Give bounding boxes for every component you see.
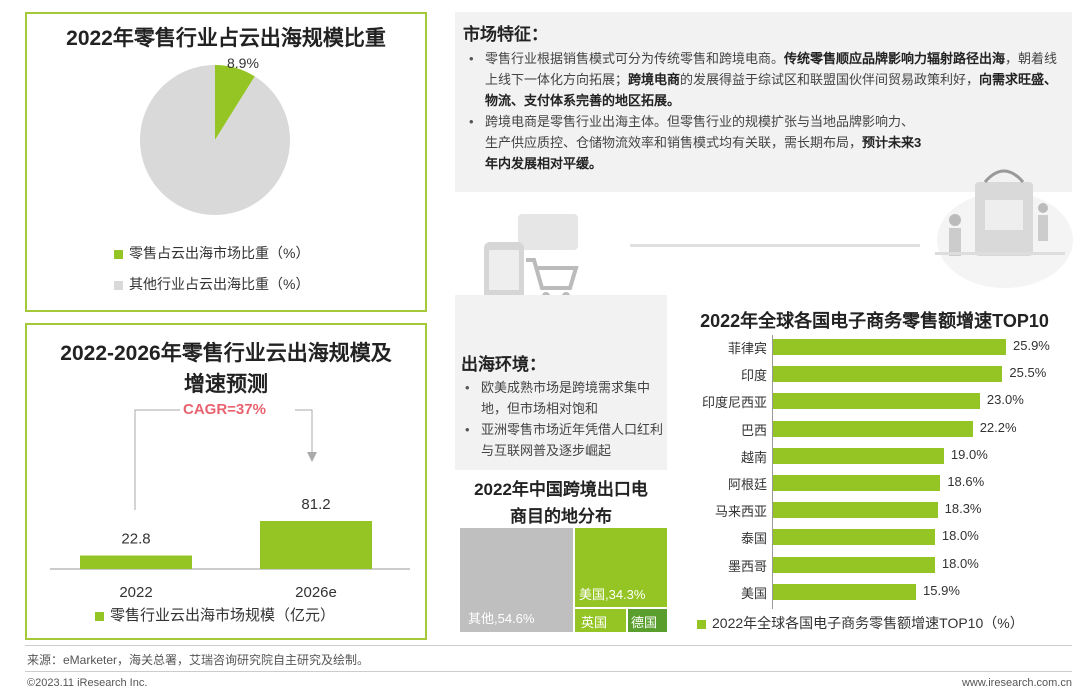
- bar-category-label: 2022: [119, 584, 152, 600]
- bar-category-label: 2026e: [295, 584, 337, 600]
- top10-bar: [773, 366, 1003, 383]
- top10-category-label: 美国: [740, 585, 767, 601]
- top10-title: 2022年全球各国电子商务零售额增速TOP10: [700, 311, 1049, 331]
- bar-legend-label: 零售行业云出海市场规模（亿元）: [110, 607, 336, 624]
- treemap-label-other: 其他,54.6%: [468, 611, 535, 626]
- top10-value-label: 22.2%: [979, 419, 1017, 435]
- footer-source: 来源：eMarketer，海关总署，艾瑞咨询研究院自主研究及绘制。: [27, 653, 370, 667]
- top10-category-label: 墨西哥: [727, 558, 767, 574]
- top10-category-label: 马来西亚: [714, 504, 767, 520]
- legend-swatch-green: [114, 249, 123, 259]
- footer-copyright: ©2023.11 iResearch Inc.: [27, 677, 148, 689]
- bar-value-label: 81.2: [301, 496, 330, 513]
- top10-value-label: 25.5%: [1009, 365, 1047, 381]
- legend-swatch-gray: [114, 280, 123, 290]
- bar-title-line1: 2022-2026年零售行业云出海规模及: [60, 342, 392, 365]
- top10-value-label: 25.9%: [1013, 338, 1050, 353]
- top10-value-label: 18.3%: [944, 501, 982, 517]
- cagr-label: CAGR=37%: [183, 401, 266, 418]
- pie-slice-1: [215, 65, 255, 140]
- treemap-cell-other: 其他,54.6%: [460, 528, 573, 632]
- cagr-arrow: [134, 409, 317, 510]
- top10-bar: [773, 475, 941, 491]
- bar-chart: 22.8 2022 81.2 2026e: [50, 496, 410, 600]
- top10-bar: [773, 339, 1006, 355]
- treemap-label-uk: 英国: [581, 615, 608, 630]
- pie-slice-2: [140, 65, 291, 215]
- top10-bar: [773, 447, 944, 464]
- top10-legend: 2022年全球各国电子商务零售额增速TOP10（%）: [697, 613, 1024, 633]
- bar-value-label: 22.8: [121, 531, 150, 548]
- market-list: 零售行业根据销售模式可分为传统零售和跨境电商。传统零售顺应品牌影响力辐射路径出海…: [463, 48, 1063, 174]
- bar-legend: 零售行业云出海市场规模（亿元）: [95, 604, 335, 625]
- top10-category-label: 印度: [740, 368, 767, 384]
- top10-bar: [773, 583, 917, 600]
- top10-value-label: 18.6%: [947, 474, 985, 489]
- bar-title-line2: 增速预测: [184, 373, 268, 396]
- top10-bar: [773, 529, 935, 546]
- treemap-cell-de: 德国: [628, 609, 667, 632]
- footer-bottom-divider: [25, 671, 1072, 672]
- treemap-cell-uk: 英国: [575, 609, 626, 632]
- bar-2026e: [260, 521, 372, 569]
- market-heading: 市场特征：: [463, 25, 548, 44]
- market-item-1: 零售行业根据销售模式可分为传统零售和跨境电商。传统零售顺应品牌影响力辐射路径出海…: [463, 48, 1063, 111]
- phone-cart-illustration: [484, 214, 579, 300]
- treemap-title-line1: 2022年中国跨境出口电: [474, 480, 648, 499]
- pie-title: 2022年零售行业占云出海规模比重: [66, 27, 386, 50]
- treemap-cell-us: 美国,34.3%: [575, 528, 667, 607]
- top10-legend-label: 2022年全球各国电子商务零售额增速TOP10（%）: [712, 615, 1024, 631]
- top10-bar: [773, 420, 973, 437]
- pie-slice-label: 8.9%: [227, 55, 259, 71]
- top10-category-label: 泰国: [740, 531, 767, 547]
- top10-category-label: 巴西: [740, 422, 767, 438]
- bar-panel: [25, 323, 427, 640]
- top10-bar: [773, 556, 935, 573]
- top10-category-label: 菲律宾: [727, 341, 767, 356]
- pie-legend-1: 零售占云出海市场比重（%）: [114, 243, 309, 263]
- env-heading: 出海环境：: [461, 355, 546, 374]
- pie-legend-2-label: 其他行业占云出海比重（%）: [129, 276, 310, 292]
- top10-category-label: 阿根廷: [727, 477, 767, 492]
- treemap-label-de: 德国: [631, 615, 658, 630]
- top10-category-label: 越南: [740, 449, 767, 465]
- legend-swatch-green: [697, 619, 706, 629]
- footer-url: www.iresearch.com.cn: [961, 677, 1072, 689]
- pie-legend-2: 其他行业占云出海比重（%）: [114, 274, 309, 294]
- top10-bar: [773, 502, 938, 519]
- pie-legend-1-label: 零售占云出海市场比重（%）: [129, 245, 310, 261]
- bar-2022: [80, 555, 192, 569]
- top10-value-label: 15.9%: [923, 582, 960, 598]
- treemap-label-us: 美国,34.3%: [579, 587, 646, 602]
- top10-axis: [772, 335, 773, 609]
- market-item-2: 跨境电商是零售行业出海主体。但零售行业的规模扩张与当地品牌影响力、生产供应质控、…: [463, 111, 925, 174]
- env-item-1: 欧美成熟市场是跨境需求集中地，但市场相对饱和: [459, 377, 664, 419]
- pie-chart: [140, 65, 291, 215]
- top10-category-label: 印度尼西亚: [701, 395, 767, 411]
- env-list: 欧美成熟市场是跨境需求集中地，但市场相对饱和 亚洲零售市场近年凭借人口红利与互联…: [459, 377, 664, 461]
- top10-value-label: 19.0%: [950, 446, 988, 462]
- top10-value-label: 18.0%: [941, 528, 979, 544]
- legend-swatch-green: [95, 611, 104, 621]
- treemap-title-line2: 商目的地分布: [510, 507, 612, 526]
- store-illustration: [935, 169, 1073, 288]
- top10-bar: [773, 393, 980, 410]
- env-item-2: 亚洲零售市场近年凭借人口红利与互联网普及逐步崛起: [459, 419, 664, 461]
- footer-divider: [25, 645, 1072, 646]
- decor-divider: [630, 244, 920, 247]
- top10-value-label: 23.0%: [986, 392, 1024, 408]
- top10-value-label: 18.0%: [941, 555, 979, 571]
